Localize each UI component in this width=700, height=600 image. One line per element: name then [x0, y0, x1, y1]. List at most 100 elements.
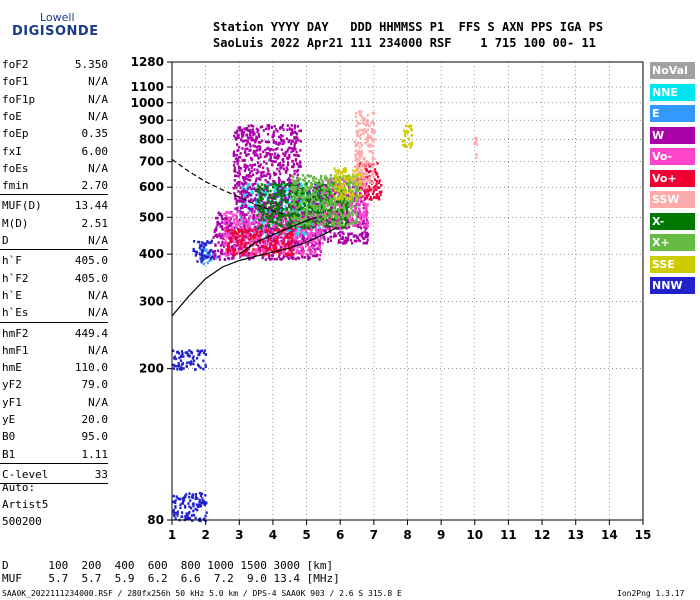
echo-point — [264, 148, 267, 152]
echo-point — [343, 239, 346, 243]
echo-point — [174, 364, 177, 368]
echo-point — [241, 139, 244, 143]
echo-point — [246, 227, 249, 230]
echo-point — [335, 203, 338, 206]
echo-point — [296, 162, 299, 165]
echo-point — [276, 224, 279, 227]
echo-point — [202, 351, 205, 354]
echo-point — [328, 199, 331, 203]
echo-point — [271, 199, 274, 202]
echo-point — [362, 167, 365, 170]
echo-point — [262, 189, 266, 192]
echo-point — [363, 216, 366, 219]
echo-point — [365, 136, 369, 139]
echo-point — [373, 138, 376, 141]
param-value: 405.0 — [74, 254, 108, 268]
echo-point — [363, 175, 366, 179]
echo-point — [300, 187, 303, 191]
echo-point — [328, 187, 331, 191]
echo-point — [270, 153, 273, 156]
echo-point — [282, 142, 285, 145]
x-tick-label: 6 — [336, 528, 344, 542]
echo-point — [310, 200, 313, 203]
echo-point — [329, 180, 332, 183]
echo-point — [259, 215, 262, 218]
echo-point — [244, 180, 247, 184]
echo-point — [349, 193, 352, 197]
echo-point — [210, 241, 213, 244]
echo-point — [252, 220, 255, 224]
echo-point — [294, 257, 298, 261]
echo-point — [407, 137, 411, 141]
echo-point — [358, 166, 361, 170]
echo-point — [285, 137, 288, 141]
echo-point — [297, 139, 300, 142]
echo-point — [250, 131, 254, 134]
echo-point — [366, 120, 369, 124]
echo-point — [277, 223, 281, 226]
echo-point — [234, 207, 237, 211]
echo-point — [266, 147, 269, 150]
echo-point — [352, 222, 355, 226]
param-value: 33 — [94, 467, 108, 481]
echo-point — [236, 182, 239, 185]
echo-point — [319, 188, 322, 191]
echo-point — [186, 361, 189, 365]
echo-point — [236, 206, 239, 210]
echo-point — [253, 236, 256, 240]
echo-point — [325, 192, 328, 196]
echo-point — [233, 166, 236, 170]
echo-point — [188, 354, 191, 358]
echo-point — [239, 214, 242, 217]
echo-point — [292, 229, 295, 233]
echo-point — [371, 137, 374, 141]
echo-point — [291, 223, 294, 226]
echo-point — [370, 198, 373, 201]
echo-point — [375, 173, 378, 176]
echo-point — [243, 163, 246, 167]
echo-point — [267, 212, 271, 216]
echo-point — [340, 183, 343, 186]
echo-point — [291, 227, 294, 231]
auto-artist: Artist5 — [2, 498, 49, 511]
echo-point — [317, 234, 320, 238]
echo-point — [293, 137, 296, 140]
echo-point — [282, 163, 285, 167]
echo-point — [251, 128, 254, 131]
echo-point — [252, 230, 255, 233]
echo-point — [257, 198, 260, 202]
echo-point — [313, 210, 316, 214]
echo-point — [259, 226, 263, 229]
echo-point — [348, 191, 351, 195]
echo-point — [260, 224, 263, 227]
echo-point — [319, 182, 322, 186]
echo-point — [248, 149, 251, 152]
echo-point — [339, 206, 342, 209]
echo-point — [281, 158, 284, 162]
echo-point — [274, 203, 278, 206]
echo-point — [174, 499, 177, 502]
echo-point — [174, 501, 177, 505]
echo-point — [243, 220, 246, 224]
echo-point — [319, 191, 322, 195]
echo-point — [299, 161, 302, 165]
echo-point — [276, 129, 279, 133]
echo-point — [308, 197, 311, 201]
echo-point — [214, 257, 217, 260]
echo-point — [277, 240, 280, 243]
echo-point — [303, 183, 306, 186]
echo-point — [368, 177, 371, 181]
echo-point — [223, 232, 226, 236]
echo-point — [334, 210, 337, 213]
echo-point — [378, 181, 381, 185]
echo-point — [333, 189, 336, 192]
echo-point — [352, 185, 355, 189]
echo-point — [272, 148, 275, 152]
echo-point — [218, 222, 222, 226]
echo-point — [329, 230, 332, 234]
echo-point — [362, 164, 365, 168]
echo-point — [301, 174, 304, 177]
param-value: 95.0 — [81, 430, 109, 444]
echo-point — [265, 216, 268, 219]
profile-curve — [238, 216, 317, 255]
